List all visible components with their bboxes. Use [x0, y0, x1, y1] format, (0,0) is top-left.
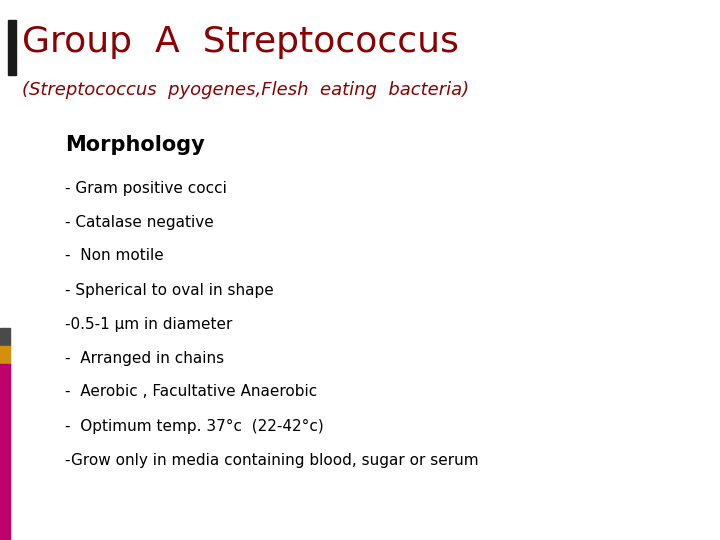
Bar: [0, 346, 10, 364]
Text: Group  A  Streptococcus: Group A Streptococcus: [22, 25, 459, 59]
Text: -Grow only in media containing blood, sugar or serum: -Grow only in media containing blood, su…: [65, 453, 479, 468]
Bar: [8, 20, 16, 75]
Text: (Streptococcus  pyogenes,Flesh  eating  bacteria): (Streptococcus pyogenes,Flesh eating bac…: [22, 81, 469, 99]
Text: Morphology: Morphology: [65, 135, 204, 155]
Text: - Spherical to oval in shape: - Spherical to oval in shape: [65, 282, 274, 298]
Text: -  Optimum temp. 37°c  (22-42°c): - Optimum temp. 37°c (22-42°c): [65, 418, 324, 434]
Bar: [0, 328, 10, 346]
Text: -  Aerobic , Facultative Anaerobic: - Aerobic , Facultative Anaerobic: [65, 384, 318, 400]
Text: - Catalase negative: - Catalase negative: [65, 214, 214, 230]
Text: -0.5-1 μm in diameter: -0.5-1 μm in diameter: [65, 316, 233, 332]
Bar: [0, 364, 10, 540]
Text: -  Arranged in chains: - Arranged in chains: [65, 350, 224, 366]
Text: - Gram positive cocci: - Gram positive cocci: [65, 180, 227, 195]
Text: -  Non motile: - Non motile: [65, 248, 163, 264]
